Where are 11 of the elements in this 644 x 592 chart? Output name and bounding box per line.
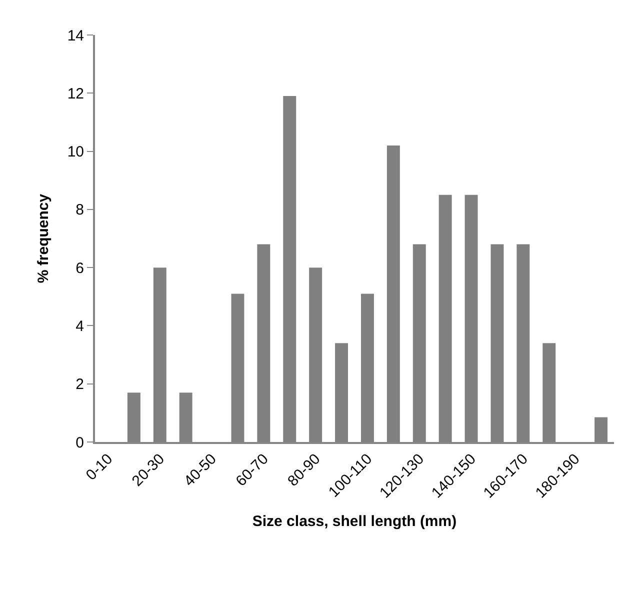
y-axis-title: % frequency bbox=[35, 193, 52, 284]
y-tick-label: 6 bbox=[76, 260, 84, 277]
y-tick-label: 2 bbox=[76, 376, 84, 394]
y-tick-label: 8 bbox=[76, 202, 84, 219]
y-tick-label: 14 bbox=[67, 27, 84, 44]
y-tick-label: 4 bbox=[76, 318, 84, 335]
y-tick-label: 12 bbox=[67, 85, 84, 102]
x-axis-title: Size class, shell length (mm) bbox=[252, 513, 457, 530]
x-tick-label: 0-10 bbox=[82, 450, 116, 484]
y-tick-label: 10 bbox=[67, 144, 84, 161]
y-tick-label: 0 bbox=[76, 434, 84, 452]
